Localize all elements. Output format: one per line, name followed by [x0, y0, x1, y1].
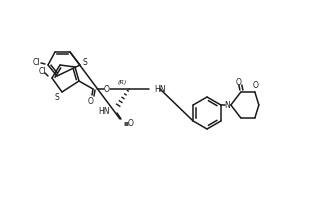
Text: Cl: Cl: [32, 57, 40, 66]
Text: O: O: [236, 77, 242, 86]
Text: S: S: [83, 57, 87, 66]
Text: O: O: [88, 97, 94, 106]
Text: O: O: [128, 119, 134, 128]
Text: O: O: [104, 84, 110, 94]
Text: O: O: [253, 81, 259, 90]
Text: HN: HN: [99, 106, 110, 116]
Text: (R): (R): [117, 79, 127, 84]
Text: HN: HN: [154, 84, 166, 94]
Text: S: S: [55, 92, 60, 101]
Text: Cl: Cl: [38, 66, 46, 75]
Text: N: N: [224, 101, 230, 110]
